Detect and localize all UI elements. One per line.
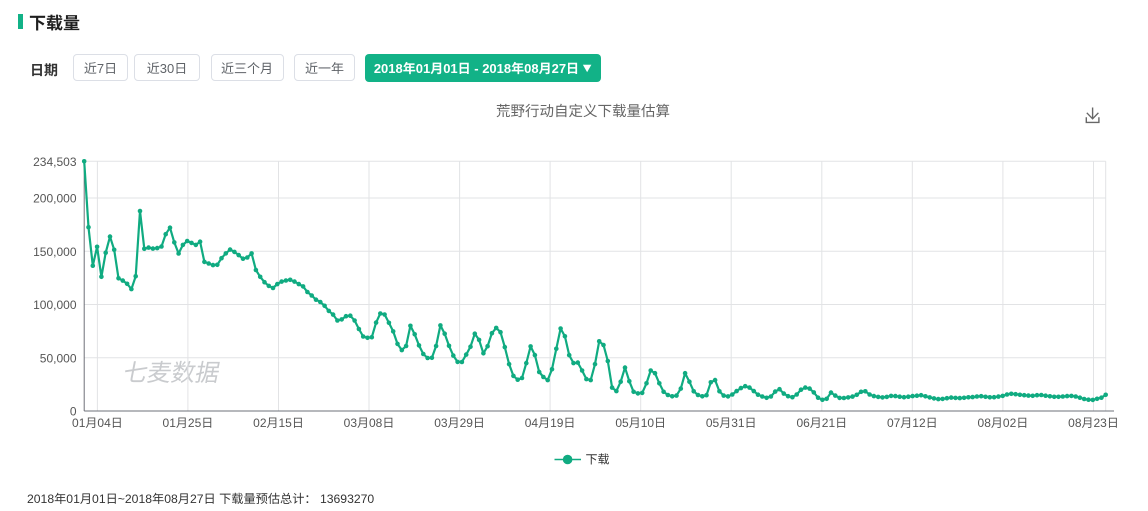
svg-text:08月23日: 08月23日 (1068, 414, 1119, 431)
svg-text:03月29日: 03月29日 (434, 414, 485, 431)
svg-text:06月21日: 06月21日 (796, 414, 847, 431)
svg-text:02月15日: 02月15日 (253, 414, 304, 431)
svg-text:04月19日: 04月19日 (525, 414, 576, 431)
svg-text:0: 0 (70, 403, 77, 420)
svg-text:05月31日: 05月31日 (706, 414, 757, 431)
svg-text:01月25日: 01月25日 (163, 414, 214, 431)
svg-text:07月12日: 07月12日 (887, 414, 938, 431)
svg-text:七麦数据: 七麦数据 (121, 353, 224, 388)
svg-text:50,000: 50,000 (40, 349, 77, 366)
svg-text:03月08日: 03月08日 (344, 414, 395, 431)
svg-text:234,503: 234,503 (33, 153, 77, 170)
svg-text:下载: 下载 (586, 451, 610, 468)
svg-text:150,000: 150,000 (33, 243, 77, 260)
svg-text:01月04日: 01月04日 (72, 414, 123, 431)
svg-text:100,000: 100,000 (33, 296, 77, 313)
svg-text:05月10日: 05月10日 (615, 414, 666, 431)
svg-text:08月02日: 08月02日 (978, 414, 1029, 431)
svg-text:200,000: 200,000 (33, 190, 77, 207)
